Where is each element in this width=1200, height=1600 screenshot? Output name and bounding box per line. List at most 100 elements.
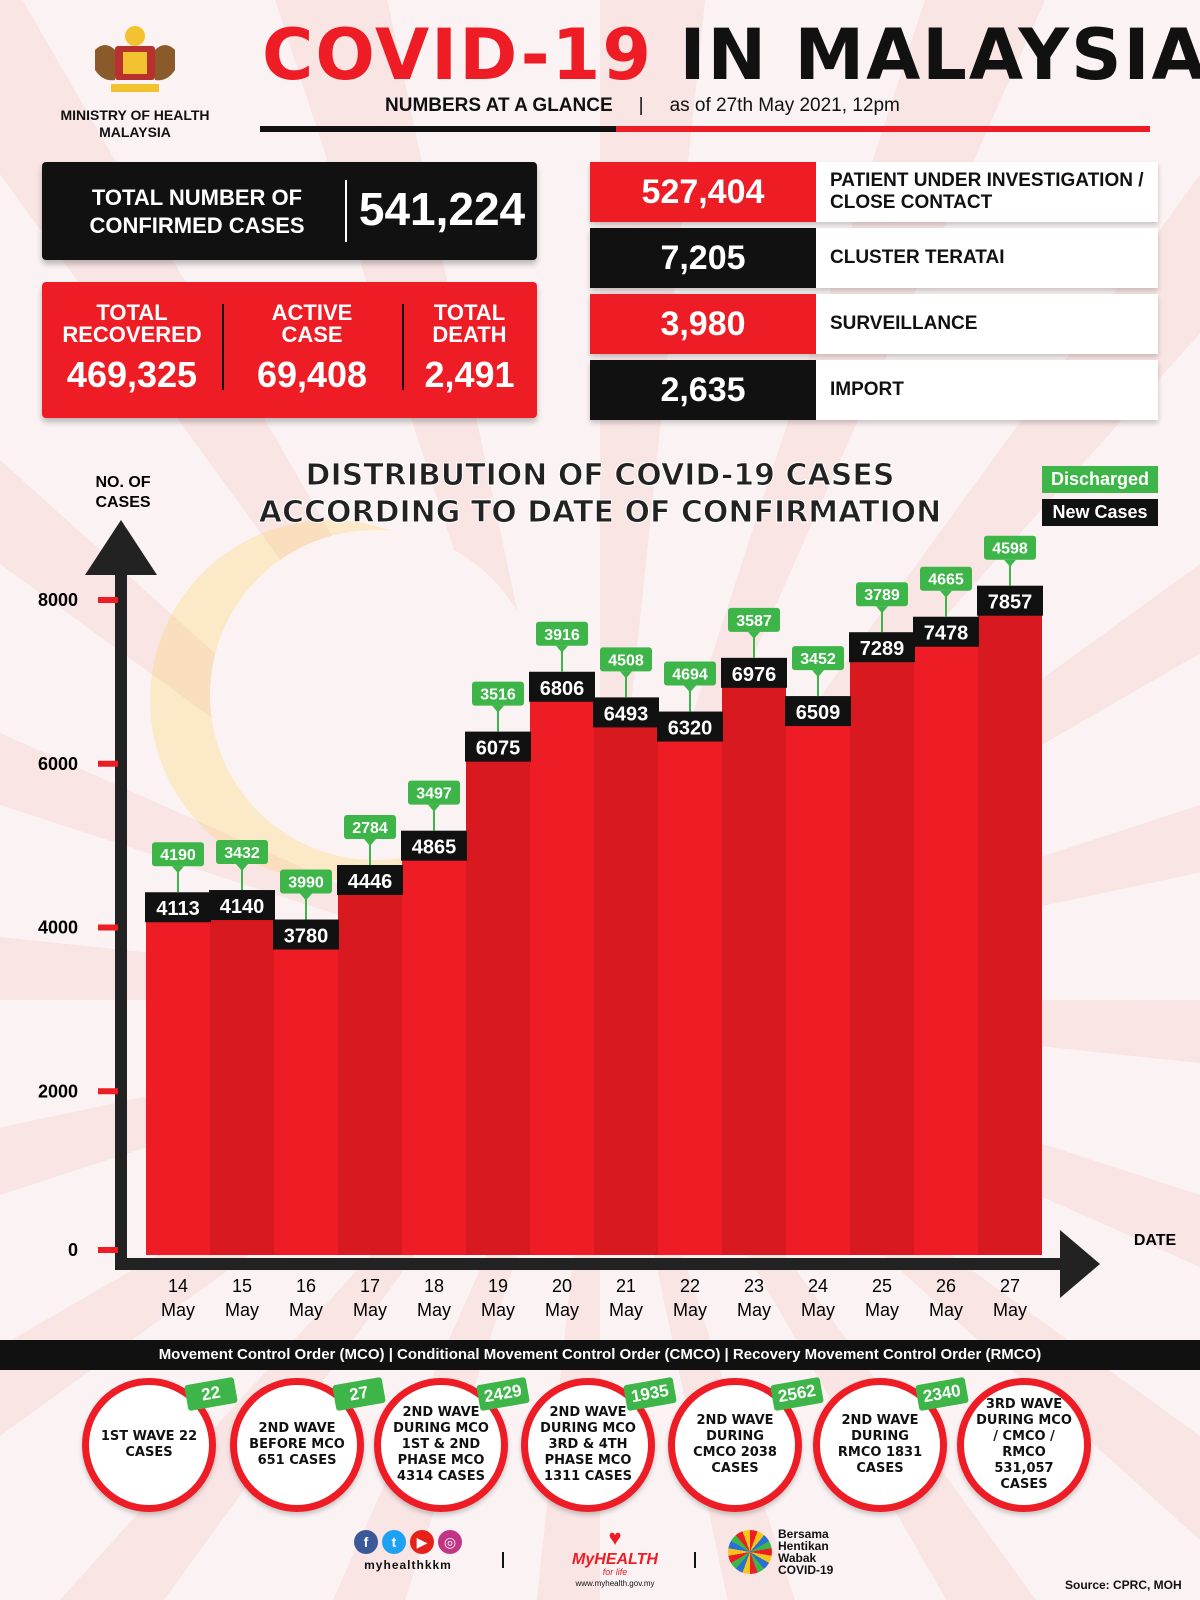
death-label-line1: TOTAL <box>433 300 506 325</box>
active-stat: ACTIVE CASE 69,408 <box>222 302 402 396</box>
social-block: f t ▶ ◎ myhealthkkm <box>348 1530 468 1572</box>
cases-bar-chart: DISTRIBUTION OF COVID-19 CASESACCORDING … <box>38 458 1177 1321</box>
y-axis-arrow-icon <box>85 520 157 575</box>
new-cases-label-bg <box>849 632 915 663</box>
bersama-logo: Bersama Hentikan Wabak COVID-19 <box>728 1528 868 1576</box>
new-cases-label: 6806 <box>540 678 585 700</box>
myhealth-tagline: for life <box>602 1567 628 1577</box>
social-handle[interactable]: myhealthkkm <box>364 1558 452 1572</box>
x-tick-label: 17 <box>360 1276 380 1296</box>
discharged-pointer <box>620 671 632 679</box>
x-tick-label: 27 <box>1000 1276 1020 1296</box>
bar <box>722 683 786 1255</box>
active-label-line2: CASE <box>281 322 343 347</box>
y-tick <box>98 924 118 931</box>
legend-discharged: Discharged <box>1042 466 1158 493</box>
twitter-icon[interactable]: t <box>382 1530 406 1554</box>
discharged-pointer <box>300 893 312 901</box>
y-tick <box>98 760 118 767</box>
bar <box>402 856 466 1255</box>
y-tick <box>98 1088 118 1095</box>
bar <box>658 737 722 1255</box>
category-row: 3,980 SURVEILLANCE <box>590 294 1158 354</box>
discharged-label-bg <box>408 780 460 805</box>
discharged-pointer <box>492 705 504 713</box>
discharged-label-bg <box>728 607 780 632</box>
discharged-label-bg <box>664 661 716 686</box>
y-tick <box>98 1247 118 1253</box>
y-axis-line <box>115 570 127 1270</box>
recovered-label-line2: RECOVERED <box>62 322 202 347</box>
discharged-label-bg <box>536 621 588 646</box>
discharged-pointer <box>876 606 888 614</box>
category-label: IMPORT <box>830 379 904 400</box>
discharged-pointer <box>428 804 440 812</box>
mco-banner: Movement Control Order (MCO) | Condition… <box>0 1340 1200 1370</box>
discharged-label: 3916 <box>544 627 580 644</box>
x-tick-label: May <box>929 1300 963 1320</box>
x-tick-label: May <box>481 1300 515 1320</box>
discharged-pointer <box>748 631 760 639</box>
new-cases-label: 6075 <box>476 738 521 760</box>
new-cases-label-bg <box>273 919 339 950</box>
discharged-label: 3432 <box>224 845 260 862</box>
outcome-box: TOTAL RECOVERED 469,325 ACTIVE CASE 69,4… <box>42 282 537 418</box>
category-row: 7,205 CLUSTER TERATAI <box>590 228 1158 288</box>
outcome-divider-2 <box>402 304 404 390</box>
bersama-text: Bersama Hentikan Wabak COVID-19 <box>778 1528 833 1576</box>
glance-label: NUMBERS AT A GLANCE <box>385 95 613 116</box>
ministry-name-line2: MALAYSIA <box>99 124 171 140</box>
recovered-value: 469,325 <box>66 354 198 395</box>
new-cases-label: 4865 <box>412 837 457 859</box>
confirmed-label-line1: TOTAL NUMBER OF <box>91 185 303 210</box>
chart-title-line2: ACCORDING TO DATE OF CONFIRMATION <box>259 495 942 530</box>
myhealth-figure-icon: ♥ <box>608 1525 622 1550</box>
discharged-pointer <box>1004 559 1016 567</box>
chart-legend: Discharged New Cases <box>1042 466 1158 526</box>
discharged-label: 4694 <box>672 667 708 684</box>
x-tick-label: May <box>801 1300 835 1320</box>
new-cases-label: 4140 <box>220 896 265 918</box>
x-tick-label: May <box>353 1300 387 1320</box>
death-value: 2,491 <box>424 354 515 395</box>
discharged-label-bg <box>344 814 396 839</box>
x-tick-label: May <box>673 1300 707 1320</box>
burst-icon <box>728 1530 772 1574</box>
discharged-label-bg <box>280 869 332 894</box>
x-tick-label: 25 <box>872 1276 892 1296</box>
social-icons: f t ▶ ◎ <box>348 1530 468 1554</box>
x-tick-label: 14 <box>168 1276 188 1296</box>
new-cases-label: 4113 <box>156 898 199 920</box>
bar <box>914 642 978 1255</box>
y-axis-label-line1: NO. OF <box>95 474 150 491</box>
y-tick-label: 8000 <box>38 590 78 610</box>
y-tick-label: 0 <box>68 1240 78 1260</box>
new-cases-label-bg <box>209 890 275 921</box>
title-covid: COVID-19 <box>262 14 654 96</box>
facebook-icon[interactable]: f <box>354 1530 378 1554</box>
youtube-icon[interactable]: ▶ <box>410 1530 434 1554</box>
confirmed-divider <box>345 180 347 242</box>
instagram-icon[interactable]: ◎ <box>438 1530 462 1554</box>
confirmed-value: 541,224 <box>358 183 526 235</box>
discharged-label: 3516 <box>480 687 516 704</box>
new-cases-label: 7857 <box>988 592 1033 614</box>
bar <box>146 918 210 1255</box>
y-tick-label: 4000 <box>38 918 78 938</box>
category-row: 2,635 IMPORT <box>590 360 1158 420</box>
discharged-pointer <box>684 685 696 693</box>
discharged-label: 4598 <box>992 541 1028 558</box>
discharged-label-bg <box>472 681 524 706</box>
discharged-label: 3587 <box>736 613 772 630</box>
footer-separator <box>694 1552 696 1568</box>
death-stat: TOTAL DEATH 2,491 <box>402 302 537 396</box>
bersama-line: Hentikan <box>778 1539 829 1553</box>
x-tick-label: 15 <box>232 1276 252 1296</box>
bar <box>978 611 1042 1255</box>
new-cases-label: 3780 <box>284 926 329 948</box>
new-cases-label: 7478 <box>924 623 969 645</box>
y-axis-label-line2: CASES <box>95 494 150 511</box>
myhealth-url[interactable]: www.myhealth.gov.my <box>575 1579 655 1588</box>
new-cases-label-bg <box>977 585 1043 616</box>
bar <box>786 722 850 1255</box>
